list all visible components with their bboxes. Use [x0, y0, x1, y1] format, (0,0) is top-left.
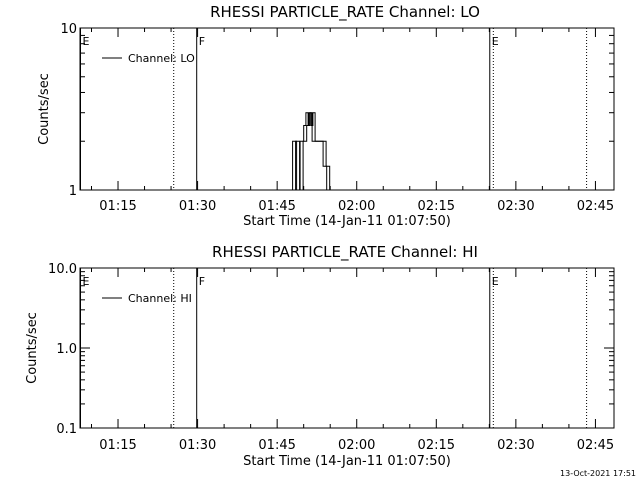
chart-title: RHESSI PARTICLE_RATE Channel: LO: [210, 3, 480, 22]
x-tick-label: 01:45: [258, 199, 295, 214]
legend-label: Channel: HI: [128, 292, 192, 305]
x-tick-label: 02:00: [338, 199, 375, 214]
lo-channel-chart: RHESSI PARTICLE_RATE Channel: LO Counts/s…: [37, 3, 615, 229]
event-marker-label: F: [199, 35, 205, 48]
event-marker-label: E: [492, 275, 499, 288]
x-tick-label: 01:30: [179, 438, 216, 453]
x-axis-label: Start Time (14-Jan-11 01:07:50): [243, 454, 451, 469]
data-series-line-echo: [295, 112, 331, 191]
x-tick-label: 02:30: [497, 199, 534, 214]
x-tick-label: 01:30: [179, 199, 216, 214]
x-tick-label: 01:15: [99, 438, 136, 453]
x-tick-label: 01:45: [258, 438, 295, 453]
event-marker-label: F: [199, 275, 205, 288]
x-tick-label: 01:15: [99, 199, 136, 214]
chart-title: RHESSI PARTICLE_RATE Channel: HI: [212, 243, 478, 262]
y-axis-label: Counts/sec: [25, 312, 40, 384]
event-marker-label: E: [83, 275, 90, 288]
x-tick-label: 02:00: [338, 438, 375, 453]
y-tick-label: 0.1: [56, 422, 77, 437]
hi-channel-chart: RHESSI PARTICLE_RATE Channel: HI Counts/s…: [25, 243, 615, 469]
legend-label: Channel: LO: [128, 52, 195, 65]
x-tick-label: 02:45: [577, 438, 614, 453]
x-tick-label: 02:15: [418, 199, 455, 214]
x-tick-label: 02:45: [577, 199, 614, 214]
y-tick-label: 10.0: [48, 262, 77, 277]
event-marker-label: E: [83, 35, 90, 48]
x-tick-label: 02:15: [418, 438, 455, 453]
data-series-line: [292, 112, 328, 191]
y-tick-label: 10: [60, 22, 77, 37]
y-tick-label: 1.0: [56, 342, 77, 357]
event-marker-label: E: [492, 35, 499, 48]
generation-timestamp: 13-Oct-2021 17:51: [560, 469, 636, 478]
y-tick-label: 1: [69, 184, 77, 199]
x-tick-label: 02:30: [497, 438, 534, 453]
y-axis-label: Counts/sec: [37, 73, 52, 145]
x-axis-label: Start Time (14-Jan-11 01:07:50): [243, 214, 451, 229]
